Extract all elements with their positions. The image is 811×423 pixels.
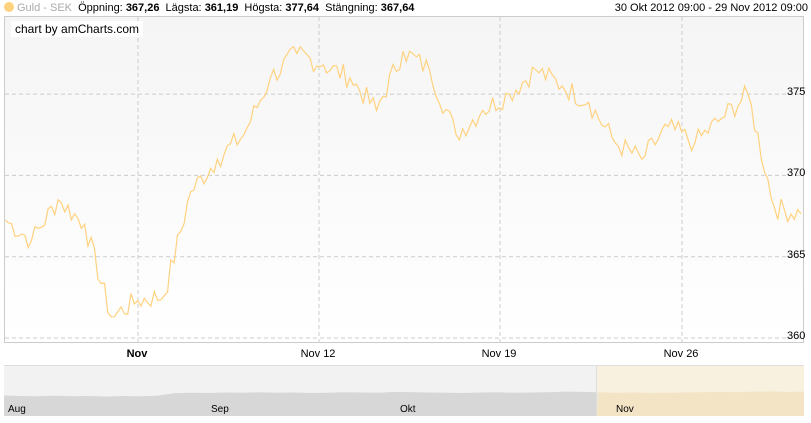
chart-scroller[interactable]: Aug Sep Okt Nov bbox=[4, 365, 804, 416]
close-label: Stängning: bbox=[325, 2, 378, 14]
open-value: 367,26 bbox=[125, 2, 160, 14]
y-tick-label: 360 bbox=[787, 330, 806, 342]
low-value: 361,19 bbox=[204, 2, 239, 14]
open-label: Öppning: bbox=[78, 2, 123, 14]
close-value: 367,64 bbox=[380, 2, 415, 14]
chart-header: Guld - SEK Öppning: 367,26 Lägsta: 361,1… bbox=[0, 0, 811, 16]
scroller-month-label: Sep bbox=[211, 404, 229, 415]
scroller-selection-handle[interactable] bbox=[596, 366, 804, 416]
legend[interactable]: Guld - SEK Öppning: 367,26 Lägsta: 361,1… bbox=[4, 0, 414, 16]
plot-area[interactable]: chart by amCharts.com bbox=[4, 16, 804, 343]
y-tick-label: 375 bbox=[787, 86, 806, 98]
period-range: 30 Okt 2012 09:00 - 29 Nov 2012 09:00 bbox=[614, 2, 808, 14]
y-tick-label: 365 bbox=[787, 249, 806, 261]
x-tick-label: Nov 26 bbox=[663, 348, 699, 360]
series-line bbox=[5, 45, 802, 318]
y-tick-label: 370 bbox=[787, 167, 806, 179]
series-marker-icon bbox=[4, 2, 14, 12]
x-tick-label: Nov 19 bbox=[481, 348, 517, 360]
scroller-month-label: Okt bbox=[400, 404, 416, 415]
high-value: 377,64 bbox=[285, 2, 320, 14]
scroller-month-label: Nov bbox=[616, 404, 634, 415]
x-tick-label: Nov 12 bbox=[300, 348, 336, 360]
line-chart bbox=[5, 17, 803, 342]
chart-credit[interactable]: chart by amCharts.com bbox=[11, 21, 144, 37]
low-label: Lägsta: bbox=[165, 2, 202, 14]
scroller-month-label: Aug bbox=[8, 404, 26, 415]
high-label: Högsta: bbox=[244, 2, 283, 14]
series-name: Guld - SEK bbox=[17, 2, 73, 14]
x-tick-label: Nov bbox=[126, 348, 148, 360]
